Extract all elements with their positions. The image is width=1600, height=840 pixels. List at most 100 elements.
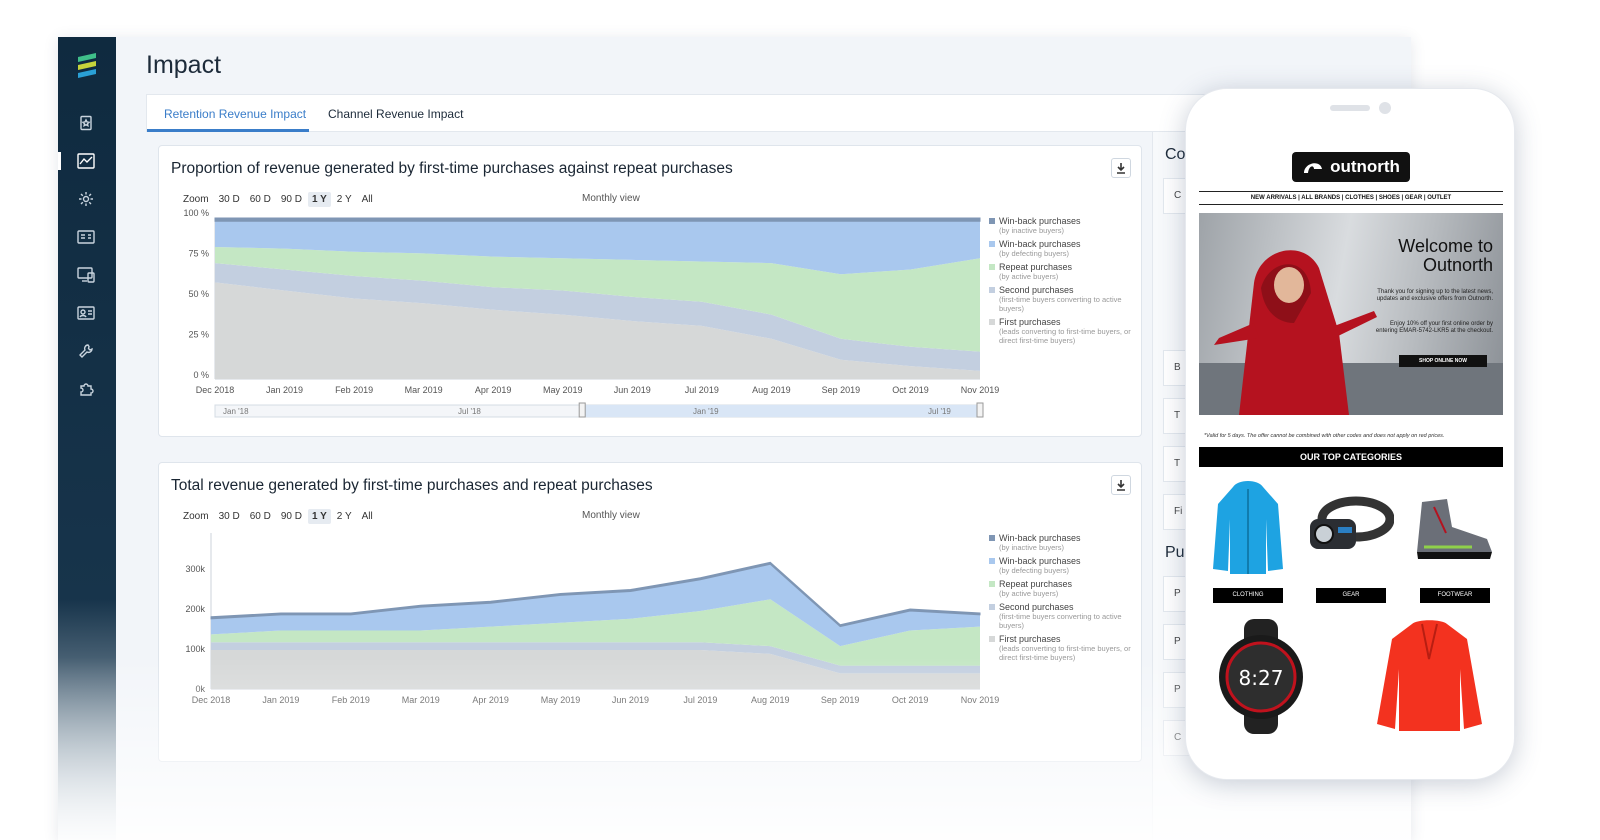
sidebar-active-marker <box>58 152 61 170</box>
category-footwear[interactable]: FOOTWEAR <box>1420 588 1490 603</box>
phone-camera <box>1379 102 1391 114</box>
proportion-area-chart: 100 % 75 % 50 % 25 % 0 % Dec 2018 Jan 2019 Feb … <box>183 208 1000 418</box>
wrench-icon[interactable] <box>75 340 97 362</box>
boot-image[interactable] <box>1412 497 1497 567</box>
area-series-5[interactable] <box>214 217 981 222</box>
watch-image[interactable]: 8:27 <box>1206 619 1316 734</box>
x-tick-label: Jan 2019 <box>266 385 303 395</box>
y-tick-label: 50 % <box>188 289 209 299</box>
zoom-30d[interactable]: 30 D <box>218 511 240 522</box>
x-tick-label: Aug 2019 <box>752 385 791 395</box>
report-icon[interactable] <box>75 226 97 248</box>
zoom-2y[interactable]: 2 Y <box>336 194 352 205</box>
download-icon <box>1117 480 1125 491</box>
x-tick-label: Jul 2019 <box>685 385 719 395</box>
area-series-3[interactable] <box>211 599 980 666</box>
headlamp-image[interactable] <box>1304 489 1394 569</box>
zoom-60d[interactable]: 60 D <box>249 511 271 522</box>
area-series-3[interactable] <box>215 247 980 352</box>
legend-item[interactable]: Repeat purchases (by active buyers) <box>989 262 1139 281</box>
view-label: Monthly view <box>582 510 640 521</box>
svg-text:8:27: 8:27 <box>1239 666 1284 690</box>
legend-item[interactable]: Repeat purchases (by active buyers) <box>989 579 1139 598</box>
phone-mockup: outnorth NEW ARRIVALS | ALL BRANDS | CLO… <box>1185 88 1515 780</box>
area-series-1[interactable] <box>215 282 980 379</box>
navigator-label: Jul '18 <box>458 407 481 416</box>
shop-online-button[interactable]: SHOP ONLINE NOW <box>1399 355 1487 367</box>
badge-icon[interactable] <box>75 112 97 134</box>
chart-title: Proportion of revenue generated by first… <box>171 160 733 177</box>
chart-legend: Win-back purchases (by inactive buyers) W… <box>989 533 1139 666</box>
zoom-controls: Zoom 30 D 60 D 90 D 1 Y 2 Y All <box>179 192 377 207</box>
y-tick-label: 200k <box>185 604 205 614</box>
legend-item[interactable]: Second purchases (first-time buyers conve… <box>989 602 1139 630</box>
navigator-label: Jan '18 <box>223 407 249 416</box>
navigator-handle-left[interactable] <box>578 402 586 418</box>
chart-legend: Win-back purchases (by inactive buyers) W… <box>989 216 1139 349</box>
x-tick-label: Nov 2019 <box>961 385 1000 395</box>
zoom-1y[interactable]: 1 Y <box>307 509 331 524</box>
zoom-label: Zoom <box>183 194 209 205</box>
zoom-all[interactable]: All <box>361 511 373 522</box>
y-tick-label: 100k <box>185 644 205 654</box>
category-clothing[interactable]: CLOTHING <box>1213 588 1283 603</box>
zoom-1y[interactable]: 1 Y <box>307 192 331 207</box>
puzzle-icon[interactable] <box>75 378 97 400</box>
logo-icon[interactable] <box>74 51 100 81</box>
hero-offer: Enjoy 10% off your first online order by… <box>1375 321 1493 334</box>
download-button[interactable] <box>1111 158 1131 178</box>
x-tick-label: Sep 2019 <box>822 385 861 395</box>
category-gear[interactable]: GEAR <box>1316 588 1386 603</box>
email-nav[interactable]: NEW ARRIVALS | ALL BRANDS | CLOTHES | SH… <box>1199 191 1503 205</box>
zoom-2y[interactable]: 2 Y <box>336 511 352 522</box>
devices-icon[interactable] <box>75 264 97 286</box>
zoom-all[interactable]: All <box>361 194 373 205</box>
categories-heading: OUR TOP CATEGORIES <box>1199 447 1503 467</box>
download-icon <box>1117 163 1125 174</box>
tab-retention-revenue-impact[interactable]: Retention Revenue Impact <box>164 107 307 121</box>
y-tick-label: 75 % <box>188 249 209 259</box>
chart-icon[interactable] <box>75 150 97 172</box>
legend-item[interactable]: Win-back purchases (by defecting buyers) <box>989 239 1139 258</box>
navigator-label: Jul '19 <box>928 407 951 416</box>
legend-item[interactable]: Win-back purchases (by inactive buyers) <box>989 216 1139 235</box>
view-label: Monthly view <box>582 193 640 204</box>
area-series-4[interactable] <box>211 564 980 647</box>
legend-item[interactable]: Win-back purchases (by inactive buyers) <box>989 533 1139 552</box>
legend-item[interactable]: Win-back purchases (by defecting buyers) <box>989 556 1139 575</box>
gear-icon[interactable] <box>75 188 97 210</box>
x-tick-label: Jun 2019 <box>614 385 651 395</box>
area-series-4[interactable] <box>215 221 980 275</box>
tab-channel-revenue-impact[interactable]: Channel Revenue Impact <box>328 107 464 121</box>
chart-title: Total revenue generated by first-time pu… <box>171 477 653 494</box>
legend-item[interactable]: First purchases (leads converting to firs… <box>989 317 1139 345</box>
navigator-handle-right[interactable] <box>976 402 984 418</box>
legend-item[interactable]: Second purchases (first-time buyers conve… <box>989 285 1139 313</box>
brand-name: outnorth <box>1330 157 1400 176</box>
x-tick-label: Mar 2019 <box>405 385 443 395</box>
x-tick-label: Dec 2018 <box>196 385 235 395</box>
navigator-label: Jan '19 <box>693 407 719 416</box>
phone-speaker <box>1330 105 1370 111</box>
zoom-30d[interactable]: 30 D <box>218 194 240 205</box>
jacket-image[interactable] <box>1208 479 1288 579</box>
disclaimer: *Valid for 5 days. The offer cannot be c… <box>1204 433 1445 439</box>
y-tick-label: 100 % <box>183 208 209 218</box>
area-series-2[interactable] <box>215 263 980 371</box>
page-title: Impact <box>146 51 222 79</box>
x-tick-label: Apr 2019 <box>475 385 512 395</box>
zoom-90d[interactable]: 90 D <box>280 194 302 205</box>
fleece-image[interactable] <box>1372 619 1487 734</box>
hero-banner: Welcome to Outnorth Thank you for signin… <box>1199 213 1503 415</box>
area-series-5[interactable] <box>210 561 981 628</box>
zoom-controls: Zoom 30 D 60 D 90 D 1 Y 2 Y All <box>179 509 377 524</box>
zoom-60d[interactable]: 60 D <box>249 194 271 205</box>
zoom-90d[interactable]: 90 D <box>280 511 302 522</box>
contact-card-icon[interactable] <box>75 302 97 324</box>
download-button[interactable] <box>1111 475 1131 495</box>
navigator-selection[interactable] <box>582 405 980 417</box>
hero-photo <box>1199 250 1503 415</box>
brand-mark-icon <box>1304 163 1323 173</box>
right-panel-heading: Co <box>1165 146 1186 163</box>
